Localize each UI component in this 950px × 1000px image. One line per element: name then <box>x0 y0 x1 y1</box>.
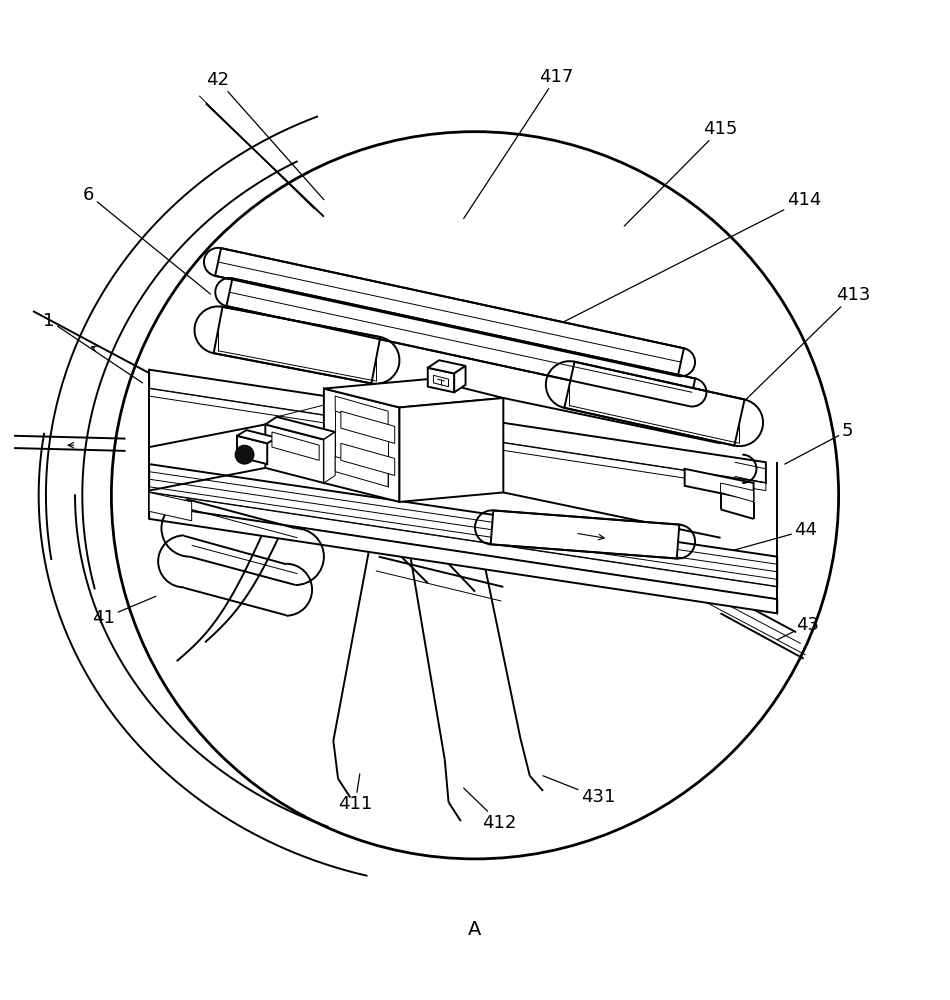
Text: 431: 431 <box>543 776 616 806</box>
Text: 1: 1 <box>44 312 142 383</box>
Polygon shape <box>433 375 448 387</box>
Polygon shape <box>324 379 504 407</box>
Text: 412: 412 <box>464 788 517 832</box>
Circle shape <box>235 445 254 464</box>
Polygon shape <box>454 366 466 392</box>
Polygon shape <box>237 436 267 464</box>
Polygon shape <box>685 469 753 500</box>
Polygon shape <box>491 510 679 559</box>
Polygon shape <box>215 248 684 376</box>
Polygon shape <box>265 424 324 483</box>
Polygon shape <box>399 398 504 502</box>
Text: 411: 411 <box>338 774 372 813</box>
Polygon shape <box>335 396 389 426</box>
Polygon shape <box>149 464 777 587</box>
Text: A: A <box>468 920 482 939</box>
Text: 6: 6 <box>83 186 211 294</box>
Polygon shape <box>272 432 319 460</box>
Text: 44: 44 <box>720 521 817 554</box>
Text: 413: 413 <box>728 286 870 417</box>
Polygon shape <box>428 368 454 392</box>
Text: 43: 43 <box>777 616 819 640</box>
Polygon shape <box>149 370 766 483</box>
Polygon shape <box>428 360 466 373</box>
Polygon shape <box>149 492 777 599</box>
Circle shape <box>111 132 839 859</box>
Polygon shape <box>335 457 389 487</box>
Polygon shape <box>149 505 777 613</box>
Polygon shape <box>324 432 335 483</box>
Polygon shape <box>149 389 766 491</box>
Polygon shape <box>265 417 335 440</box>
Polygon shape <box>214 307 380 383</box>
Text: 415: 415 <box>624 120 738 226</box>
Polygon shape <box>341 411 394 443</box>
Text: 414: 414 <box>492 191 821 358</box>
Text: 417: 417 <box>464 68 574 219</box>
Polygon shape <box>564 362 745 446</box>
Polygon shape <box>720 483 753 502</box>
Text: 41: 41 <box>92 596 156 627</box>
Text: 5: 5 <box>785 422 853 464</box>
Text: 42: 42 <box>206 71 324 200</box>
Polygon shape <box>149 492 192 521</box>
Polygon shape <box>341 443 394 475</box>
Polygon shape <box>237 430 276 443</box>
Polygon shape <box>226 278 695 406</box>
Polygon shape <box>324 389 399 502</box>
